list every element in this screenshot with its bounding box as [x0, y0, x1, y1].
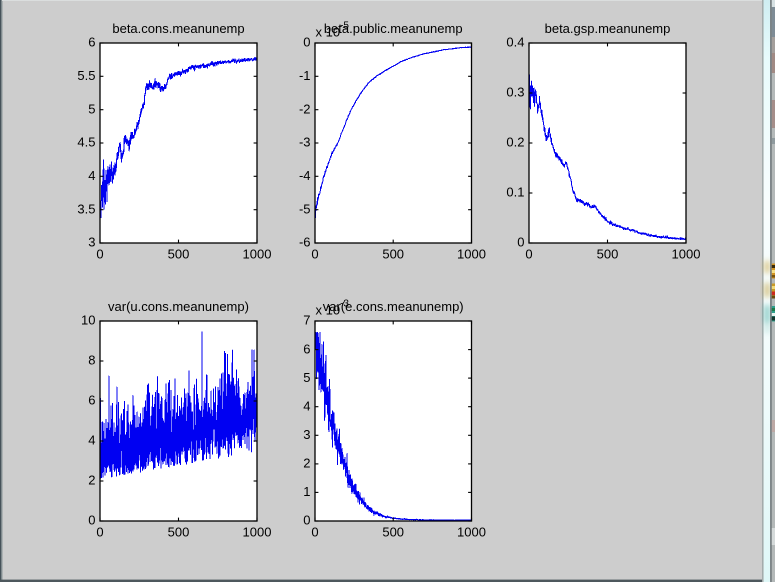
svg-text:1000: 1000: [243, 525, 272, 540]
svg-text:0.1: 0.1: [506, 185, 524, 200]
svg-text:3: 3: [303, 427, 310, 442]
svg-text:7: 7: [303, 313, 310, 328]
svg-text:6: 6: [303, 341, 310, 356]
svg-text:0: 0: [96, 247, 103, 262]
svg-text:-6: -6: [299, 235, 311, 250]
svg-text:1000: 1000: [457, 247, 486, 262]
svg-text:-3: -3: [299, 135, 311, 150]
svg-text:0: 0: [303, 35, 310, 50]
svg-text:0: 0: [96, 525, 103, 540]
svg-text:4.5: 4.5: [77, 135, 95, 150]
svg-text:0.3: 0.3: [506, 85, 524, 100]
svg-text:5: 5: [88, 101, 95, 116]
svg-text:beta.public.meanunemp: beta.public.meanunemp: [324, 21, 463, 36]
svg-text:2: 2: [88, 473, 95, 488]
svg-text:4: 4: [88, 168, 95, 183]
svg-text:-1: -1: [299, 68, 311, 83]
svg-text:-5: -5: [299, 201, 311, 216]
svg-text:3: 3: [88, 235, 95, 250]
svg-text:10: 10: [81, 313, 95, 328]
svg-text:0.2: 0.2: [506, 135, 524, 150]
svg-text:0: 0: [311, 525, 318, 540]
svg-text:4: 4: [88, 433, 95, 448]
svg-text:var(u.cons.meanunemp): var(u.cons.meanunemp): [108, 299, 249, 314]
svg-text:8: 8: [88, 353, 95, 368]
svg-text:500: 500: [597, 247, 619, 262]
svg-text:1000: 1000: [672, 247, 701, 262]
svg-text:-2: -2: [299, 101, 311, 116]
svg-text:2: 2: [303, 456, 310, 471]
svg-text:var(e.cons.meanunemp): var(e.cons.meanunemp): [323, 299, 464, 314]
svg-text:0: 0: [525, 247, 532, 262]
svg-text:500: 500: [168, 247, 190, 262]
svg-text:500: 500: [382, 525, 404, 540]
svg-text:beta.gsp.meanunemp: beta.gsp.meanunemp: [545, 21, 671, 36]
svg-text:-4: -4: [299, 168, 311, 183]
svg-text:500: 500: [168, 525, 190, 540]
svg-text:6: 6: [88, 35, 95, 50]
svg-text:5.5: 5.5: [77, 68, 95, 83]
svg-text:0: 0: [517, 235, 524, 250]
svg-text:0: 0: [311, 247, 318, 262]
svg-text:0: 0: [303, 513, 310, 528]
svg-text:0: 0: [88, 513, 95, 528]
svg-text:1000: 1000: [457, 525, 486, 540]
svg-text:500: 500: [382, 247, 404, 262]
svg-text:4: 4: [303, 398, 310, 413]
svg-text:1000: 1000: [243, 247, 272, 262]
svg-text:3.5: 3.5: [77, 201, 95, 216]
svg-text:0.4: 0.4: [506, 35, 524, 50]
svg-text:1: 1: [303, 484, 310, 499]
svg-text:beta.cons.meanunemp: beta.cons.meanunemp: [112, 21, 244, 36]
svg-text:6: 6: [88, 393, 95, 408]
svg-text:5: 5: [303, 370, 310, 385]
